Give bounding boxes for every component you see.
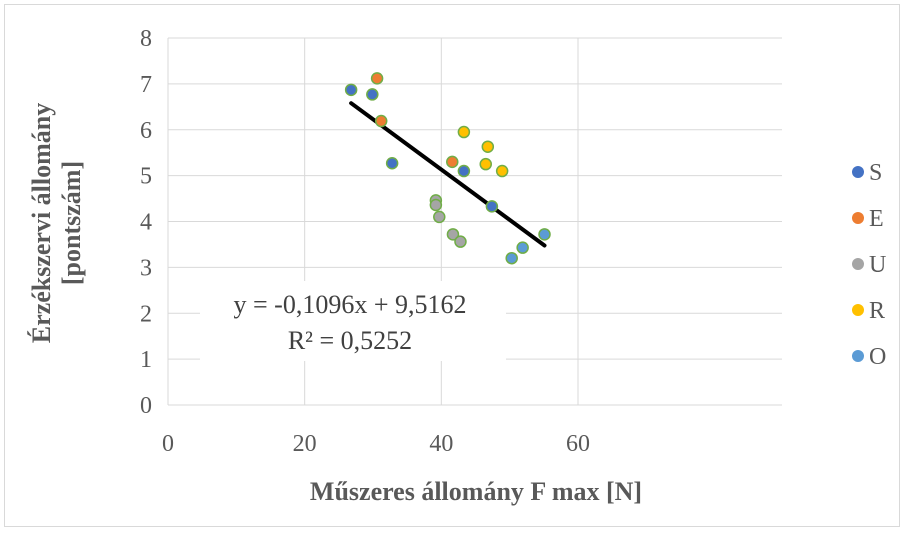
y-tick-label: 0 <box>140 393 152 419</box>
data-point-E <box>376 116 387 127</box>
data-point-E <box>372 73 383 84</box>
legend-marker-S <box>852 166 864 178</box>
y-tick-label: 4 <box>140 210 152 236</box>
x-tick-label: 60 <box>566 431 590 457</box>
y-tick-label: 7 <box>140 72 152 98</box>
r-squared-label: R² = 0,5252 <box>288 326 412 355</box>
y-tick-label: 3 <box>140 255 152 281</box>
y-tick-label: 5 <box>140 164 152 190</box>
legend-label-U: U <box>869 252 886 278</box>
legend-marker-U <box>852 258 864 270</box>
y-axis-title-line-1: Érzékszervi állomány <box>27 103 56 343</box>
data-point-O <box>539 229 550 240</box>
x-tick-label: 0 <box>162 431 174 457</box>
legend-marker-O <box>852 350 864 362</box>
data-point-R <box>480 159 491 170</box>
y-axis-title-line-2: [pontszám] <box>57 161 86 285</box>
data-point-O <box>506 253 517 264</box>
data-point-R <box>497 166 508 177</box>
y-tick-labels: 0 1 2 3 4 5 6 7 8 <box>140 26 152 419</box>
legend-label-O: O <box>869 344 886 370</box>
x-tick-label: 20 <box>293 431 317 457</box>
legend-label-R: R <box>869 298 885 324</box>
y-tick-label: 1 <box>140 347 152 373</box>
legend-label-S: S <box>869 160 882 186</box>
y-tick-label: 2 <box>140 301 152 327</box>
data-point-S <box>367 89 378 100</box>
y-axis-title-group: Érzékszervi állomány [pontszám] <box>27 103 86 343</box>
data-point-S <box>458 166 469 177</box>
y-tick-label: 6 <box>140 118 152 144</box>
data-point-U <box>430 199 441 210</box>
data-point-U <box>434 211 445 222</box>
data-point-U <box>455 236 466 247</box>
legend-marker-E <box>852 212 864 224</box>
trendline-equation: y = -0,1096x + 9,5162 <box>234 290 467 319</box>
data-point-O <box>517 242 528 253</box>
y-tick-label: 8 <box>140 26 152 52</box>
data-point-S <box>346 84 357 95</box>
x-tick-labels: 0 20 40 60 <box>162 431 590 457</box>
x-axis-title: Műszeres állomány F max [N] <box>310 477 642 506</box>
legend-marker-R <box>852 304 864 316</box>
data-points <box>346 73 550 264</box>
legend-label-E: E <box>869 206 884 232</box>
data-point-E <box>447 156 458 167</box>
data-point-S <box>486 201 497 212</box>
data-point-R <box>482 141 493 152</box>
x-tick-label: 40 <box>429 431 453 457</box>
data-point-R <box>458 127 469 138</box>
data-point-S <box>387 158 398 169</box>
